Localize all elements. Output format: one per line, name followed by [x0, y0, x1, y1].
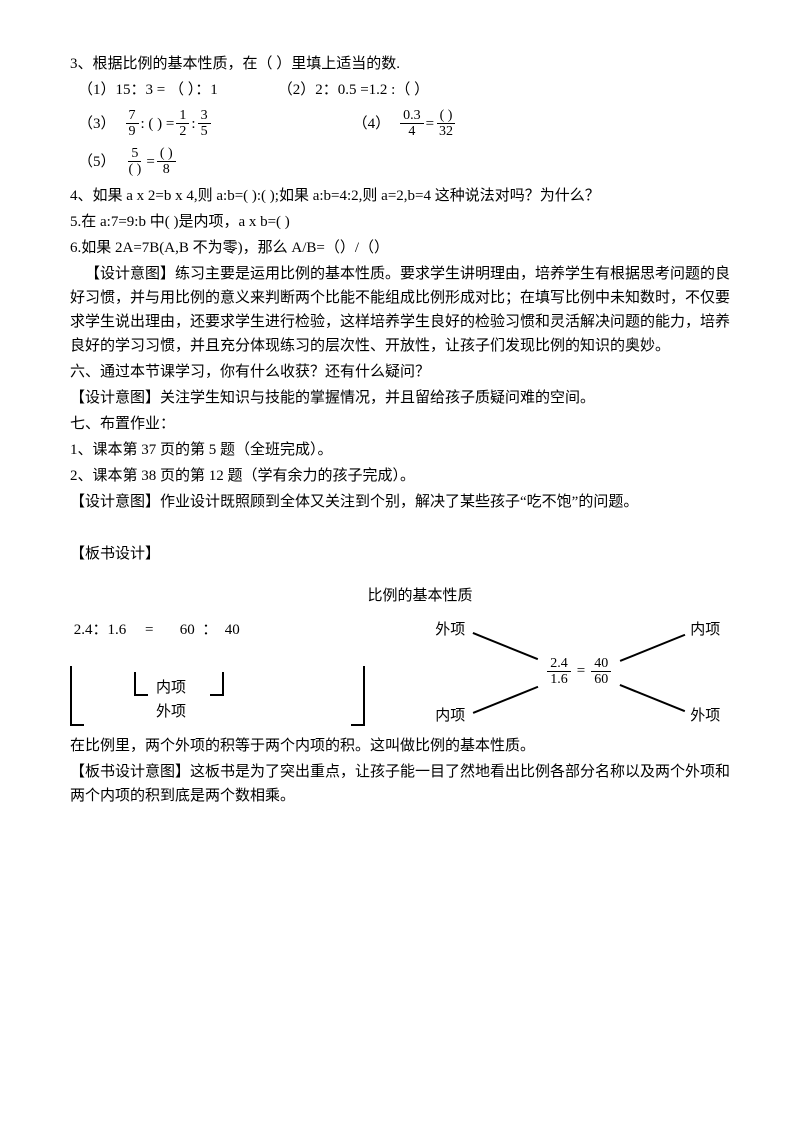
- label-outer: 外项: [156, 700, 186, 724]
- num: ( ): [437, 108, 456, 124]
- q6: 6.如果 2A=7B(A,B 不为零)，那么 A/B=（）/（）: [70, 236, 730, 260]
- board-conclusion: 在比例里，两个外项的积等于两个内项的积。这叫做比例的基本性质。: [70, 734, 730, 758]
- frac-24-16: 2.4 1.6: [547, 656, 571, 688]
- board-design-intent: 【板书设计意图】这板书是为了突出重点，让孩子能一目了然地看出比例各部分名称以及两…: [70, 760, 730, 808]
- line-tl: [473, 632, 538, 660]
- num: 3: [198, 108, 211, 124]
- section-6: 六、通过本节课学习，你有什么收获？还有什么疑问？: [70, 360, 730, 384]
- cross-tl: 外项: [435, 618, 465, 642]
- q3-p3-colon: :: [191, 112, 195, 136]
- board-right-eq: 外项 内项 内项 外项 2.4 1.6 = 40 60: [415, 618, 730, 728]
- frac-3-5: 3 5: [198, 108, 211, 140]
- num: 2.4: [547, 656, 571, 672]
- q3-p4-eq: =: [426, 112, 434, 136]
- cross-tr: 内项: [690, 618, 720, 642]
- bracket-outer-right: [351, 666, 365, 726]
- cross-fraction: 2.4 1.6 = 40 60: [545, 656, 613, 688]
- den: 9: [126, 124, 139, 139]
- hw-2: 2、课本第 38 页的第 12 题（学有余力的孩子完成）。: [70, 464, 730, 488]
- hw-1: 1、课本第 37 页的第 5 题（全班完成）。: [70, 438, 730, 462]
- num: 40: [591, 656, 611, 672]
- frac-40-60: 40 60: [591, 656, 611, 688]
- cross-br: 外项: [690, 704, 720, 728]
- q3-row2: （3） 7 9 : ( ) = 1 2 : 3 5 （4） 0.3 4 = ( …: [70, 108, 730, 140]
- board-eq-text: 2.4：1.6 = 60 ： 40: [70, 618, 375, 642]
- q3-p2: （2）2：0.5 =1.2 :（ ）: [278, 78, 429, 102]
- num: 0.3: [400, 108, 424, 124]
- q3-p5-lbl: （5）: [78, 150, 116, 174]
- den: 4: [405, 124, 418, 139]
- design-intent-2: 【设计意图】关注学生知识与技能的掌握情况，并且留给孩子质疑问难的空间。: [70, 386, 730, 410]
- cross-bl: 内项: [435, 704, 465, 728]
- bracket-outer-left: [70, 666, 84, 726]
- bracket-inner-left: [134, 672, 148, 696]
- frac-1-2: 1 2: [176, 108, 189, 140]
- den: 8: [160, 162, 173, 177]
- frac-blank-32: ( ) 32: [436, 108, 456, 140]
- frac-5-blank: 5 ( ): [126, 146, 145, 178]
- den: 32: [436, 124, 456, 139]
- den: ( ): [126, 162, 145, 177]
- label-inner: 内项: [156, 676, 186, 700]
- line-br: [620, 684, 685, 712]
- bracket-inner-right: [210, 672, 224, 696]
- num: 1: [176, 108, 189, 124]
- q4: 4、如果 a x 2=b x 4,则 a:b=( ):( );如果 a:b=4:…: [70, 184, 730, 208]
- eq: =: [577, 659, 585, 683]
- den: 1.6: [547, 672, 571, 687]
- frac-7-9: 7 9: [126, 108, 139, 140]
- num: 5: [128, 146, 141, 162]
- design-intent-3: 【设计意图】作业设计既照顾到全体又关注到个别，解决了某些孩子“吃不饱”的问题。: [70, 490, 730, 514]
- section-7: 七、布置作业：: [70, 412, 730, 436]
- num: 7: [126, 108, 139, 124]
- q3-p3-mid: : ( ) =: [141, 112, 175, 136]
- den: 2: [176, 124, 189, 139]
- q5: 5.在 a:7=9:b 中( )是内项，a x b=( ): [70, 210, 730, 234]
- q3-p1: （1）15：3 = （ ）：1: [70, 78, 218, 102]
- frac-blank-8: ( ) 8: [157, 146, 176, 178]
- board-left-eq: 2.4：1.6 = 60 ： 40 内项 外项: [70, 618, 375, 726]
- q3-p4-lbl: （4）: [353, 112, 391, 136]
- bracket-system: 内项 外项: [70, 648, 375, 726]
- den: 5: [198, 124, 211, 139]
- q3-stem: 3、根据比例的基本性质，在（ ）里填上适当的数.: [70, 52, 730, 76]
- q3-p3-lbl: （3）: [78, 112, 116, 136]
- line-bl: [473, 685, 538, 713]
- q3-row3: （5） 5 ( ) = ( ) 8: [70, 146, 730, 178]
- board-title: 比例的基本性质: [70, 584, 730, 608]
- num: ( ): [157, 146, 176, 162]
- den: 60: [591, 672, 611, 687]
- board-diagram: 2.4：1.6 = 60 ： 40 内项 外项 外项 内项 内项 外项 2.4 …: [70, 618, 730, 728]
- design-intent-1: 【设计意图】练习主要是运用比例的基本性质。要求学生讲明理由，培养学生有根据思考问…: [70, 262, 730, 358]
- q3-p5-eq: =: [146, 150, 154, 174]
- q3-row1: （1）15：3 = （ ）：1 （2）2：0.5 =1.2 :（ ）: [70, 78, 730, 102]
- frac-03-4: 0.3 4: [400, 108, 424, 140]
- board-header: 【板书设计】: [70, 542, 730, 566]
- line-tr: [620, 633, 685, 661]
